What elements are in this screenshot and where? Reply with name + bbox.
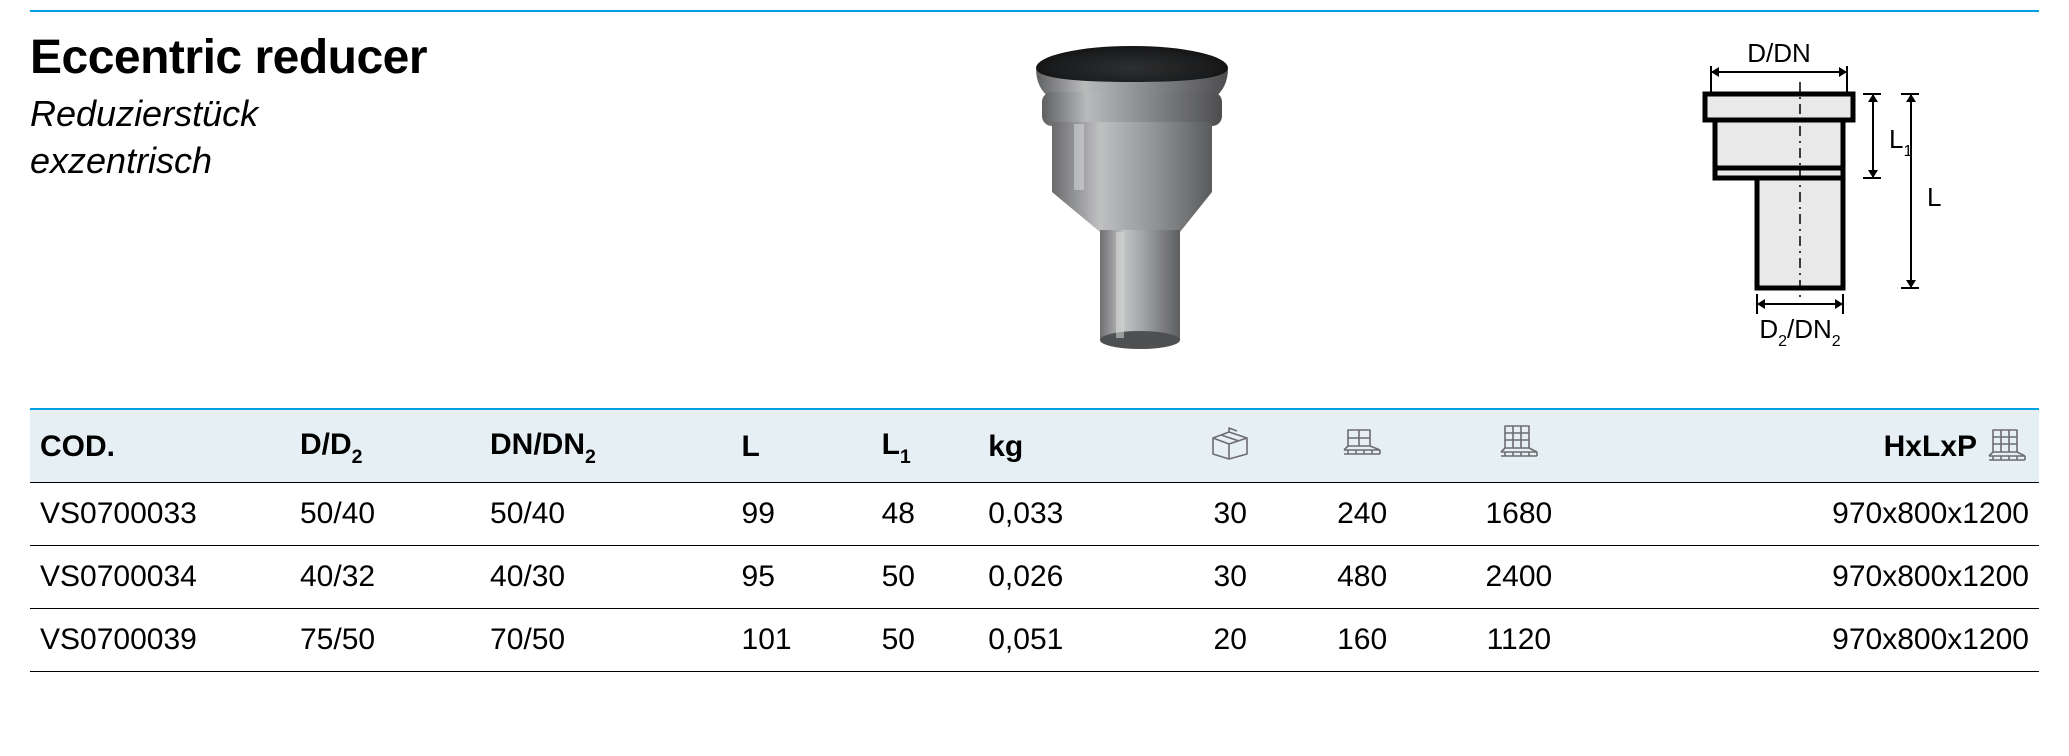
technical-diagram: D/DN [1579,30,2039,368]
box-icon [1209,426,1251,460]
pallet-dim-icon [1985,428,2029,466]
col-hxlxp: HxLxP [1606,409,2039,483]
cell-kg: 0,026 [978,546,1168,609]
table-row: VS070003975/5070/50101500,05120160112097… [30,609,2039,672]
col-cod: COD. [30,409,290,483]
cell-l1: 50 [872,546,979,609]
cell-cod: VS0700039 [30,609,290,672]
top-rule [30,10,2039,12]
pallet-stack-icon [1497,424,1541,462]
cell-dn: 50/40 [480,483,732,546]
cell-pallet2: 2400 [1432,546,1605,609]
header-row: Eccentric reducer Reduzierstück exzentri… [30,30,2039,368]
cell-box: 30 [1168,546,1292,609]
col-l1: L1 [872,409,979,483]
page-title: Eccentric reducer [30,30,710,85]
col-pallet-single [1292,409,1432,483]
col-dn-dn2: DN/DN2 [480,409,732,483]
cell-pallet1: 160 [1292,609,1432,672]
table-header-row: COD. D/D2 DN/DN2 L L1 kg [30,409,2039,483]
cell-pallet1: 240 [1292,483,1432,546]
table-row: VS070003350/4050/4099480,033302401680970… [30,483,2039,546]
subtitle-1: Reduzierstück [30,91,710,138]
cell-hxlxp: 970x800x1200 [1606,483,2039,546]
cell-l1: 50 [872,609,979,672]
cell-l: 99 [732,483,872,546]
cell-cod: VS0700034 [30,546,290,609]
cell-cod: VS0700033 [30,483,290,546]
product-photo [965,30,1325,360]
cell-d: 75/50 [290,609,480,672]
col-kg: kg [978,409,1168,483]
subtitle-2: exzentrisch [30,138,710,185]
cell-pallet1: 480 [1292,546,1432,609]
table-row: VS070003440/3240/3095500,026304802400970… [30,546,2039,609]
cell-l1: 48 [872,483,979,546]
title-block: Eccentric reducer Reduzierstück exzentri… [30,30,710,185]
cell-dn: 70/50 [480,609,732,672]
svg-text:D2/DN2: D2/DN2 [1759,314,1840,350]
col-d-d2: D/D2 [290,409,480,483]
cell-hxlxp: 970x800x1200 [1606,546,2039,609]
svg-text:L1: L1 [1889,124,1912,160]
cell-l: 101 [732,609,872,672]
cell-hxlxp: 970x800x1200 [1606,609,2039,672]
col-l: L [732,409,872,483]
cell-dn: 40/30 [480,546,732,609]
pallet-single-icon [1340,426,1384,460]
cell-d: 40/32 [290,546,480,609]
spec-table: COD. D/D2 DN/DN2 L L1 kg [30,408,2039,672]
cell-box: 20 [1168,609,1292,672]
cell-l: 95 [732,546,872,609]
cell-pallet2: 1680 [1432,483,1605,546]
cell-d: 50/40 [290,483,480,546]
cell-box: 30 [1168,483,1292,546]
cell-kg: 0,033 [978,483,1168,546]
svg-text:L: L [1927,182,1941,212]
col-pallet-stack [1432,409,1605,483]
col-box [1168,409,1292,483]
cell-kg: 0,051 [978,609,1168,672]
diag-label-ddn: D/DN [1747,38,1811,68]
cell-pallet2: 1120 [1432,609,1605,672]
